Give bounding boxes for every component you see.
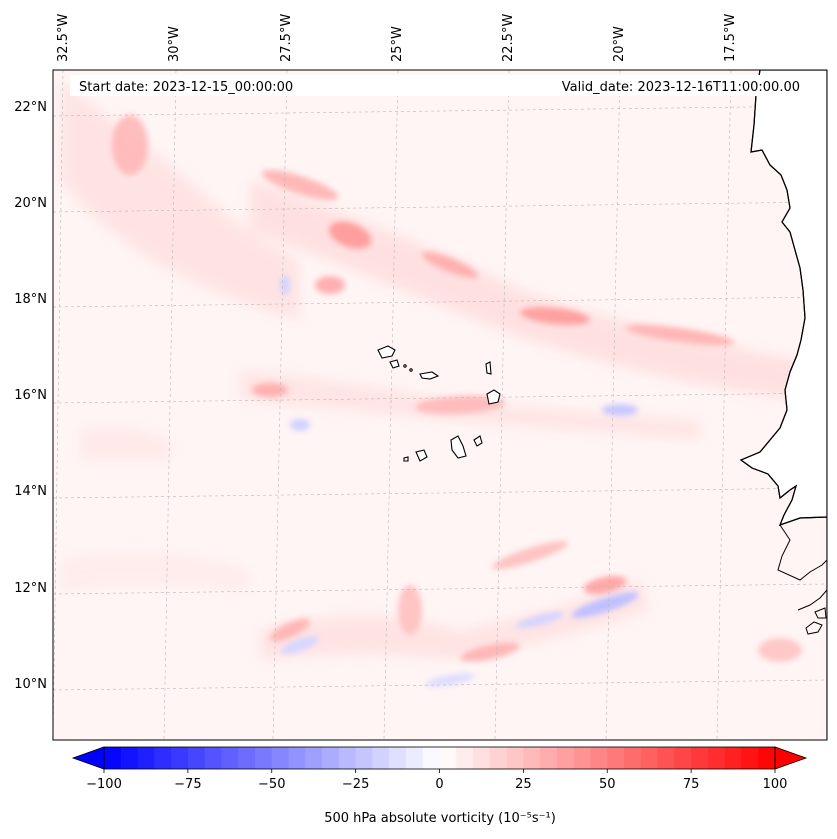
colorbar-cell: [707, 747, 726, 769]
colorbar-cell: [540, 747, 558, 769]
cape-verde-islands: [377, 345, 501, 462]
lon-label: 20°W: [612, 26, 627, 62]
colorbar-tick-label: −100: [86, 777, 122, 792]
colorbar-label: 500 hPa absolute vorticity (10⁻⁵s⁻¹): [324, 811, 556, 826]
lon-label: 17.5°W: [723, 14, 738, 62]
colorbar-cell: [556, 747, 575, 769]
colorbar-cell: [607, 747, 625, 769]
colorbar-cell: [154, 747, 172, 769]
colorbar-cell: [338, 747, 357, 769]
colorbar-cell: [691, 747, 709, 769]
colorbar-cell: [355, 747, 373, 769]
colorbar-cell: [506, 747, 524, 769]
lat-label: 16°N: [14, 388, 47, 403]
colorbar-cell: [171, 747, 189, 769]
colorbar-cell: [724, 747, 742, 769]
colorbar-cell: [120, 747, 139, 769]
colorbar-cell: [322, 747, 340, 769]
info-banner: [70, 75, 810, 96]
colorbar-cell: [221, 747, 239, 769]
colorbar-cell: [238, 747, 256, 769]
valid-date-label: Valid_date: 2023-12-16T11:00:00.00: [562, 80, 800, 95]
lat-label: 14°N: [14, 484, 47, 499]
colorbar-tick-label: −75: [174, 777, 201, 792]
colorbar-cell: [741, 747, 759, 769]
latitude-labels: 22°N 20°N 18°N 16°N 14°N 12°N 10°N: [14, 100, 47, 692]
colorbar-cell: [271, 747, 290, 769]
lon-label: 22.5°W: [501, 14, 516, 62]
colorbar-cell: [624, 747, 642, 769]
colorbar-tick-label: −25: [342, 777, 369, 792]
map-frame: [52, 69, 828, 741]
colorbar-cell: [640, 747, 659, 769]
colorbar-cell: [372, 747, 390, 769]
colorbar-tick-label: 75: [683, 777, 700, 792]
colorbar-cell: [473, 747, 491, 769]
colorbar-tick-label: 0: [435, 777, 443, 792]
colorbar-cell: [288, 747, 306, 769]
colorbar-cell: [405, 747, 424, 769]
colorbar-cell: [758, 747, 776, 769]
colorbar-tick-label: 100: [763, 777, 788, 792]
longitude-labels: 32.5°W 30°W 27.5°W 25°W 22.5°W 20°W 17.5…: [56, 14, 738, 62]
colorbar-cell: [254, 747, 273, 769]
colorbar-ticks: −100 −75 −50 −25 0 25 50 75 100: [86, 769, 787, 792]
lat-label: 10°N: [14, 677, 47, 692]
colorbar-cell: [137, 747, 155, 769]
colorbar-cell: [439, 747, 457, 769]
lat-label: 20°N: [14, 196, 47, 211]
lat-label: 12°N: [14, 581, 47, 596]
colorbar-cells: [104, 747, 776, 769]
colorbar-tick-label: 25: [515, 777, 532, 792]
colorbar-cell: [657, 747, 675, 769]
colorbar-tick-label: 50: [599, 777, 616, 792]
colorbar-cell: [204, 747, 222, 769]
lon-label: 25°W: [390, 26, 405, 62]
colorbar-cell: [573, 747, 591, 769]
colorbar-cell: [456, 747, 474, 769]
colorbar-cell: [104, 747, 122, 769]
colorbar-cell: [305, 747, 323, 769]
vorticity-field: [53, 70, 827, 740]
lat-label: 18°N: [14, 292, 47, 307]
colorbar-cell: [489, 747, 508, 769]
colorbar-min-arrow: [71, 746, 105, 770]
lon-label: 30°W: [167, 26, 182, 62]
colorbar-tick-label: −50: [258, 777, 285, 792]
colorbar: −100 −75 −50 −25 0 25 50 75 100 500 hPa absolute…: [71, 746, 808, 826]
lon-label: 27.5°W: [279, 14, 294, 62]
start-date-label: Start date: 2023-12-15_00:00:00: [79, 80, 293, 95]
colorbar-cell: [523, 747, 541, 769]
colorbar-cell: [590, 747, 608, 769]
map-panel: Start date: 2023-12-15_00:00:00 Valid_da…: [52, 69, 828, 741]
graticule: [53, 70, 827, 740]
colorbar-cell: [187, 747, 206, 769]
colorbar-cell: [674, 747, 692, 769]
lat-label: 22°N: [14, 100, 47, 115]
lon-label: 32.5°W: [56, 14, 71, 62]
colorbar-max-arrow: [774, 746, 808, 770]
colorbar-cell: [422, 747, 440, 769]
colorbar-cell: [389, 747, 407, 769]
